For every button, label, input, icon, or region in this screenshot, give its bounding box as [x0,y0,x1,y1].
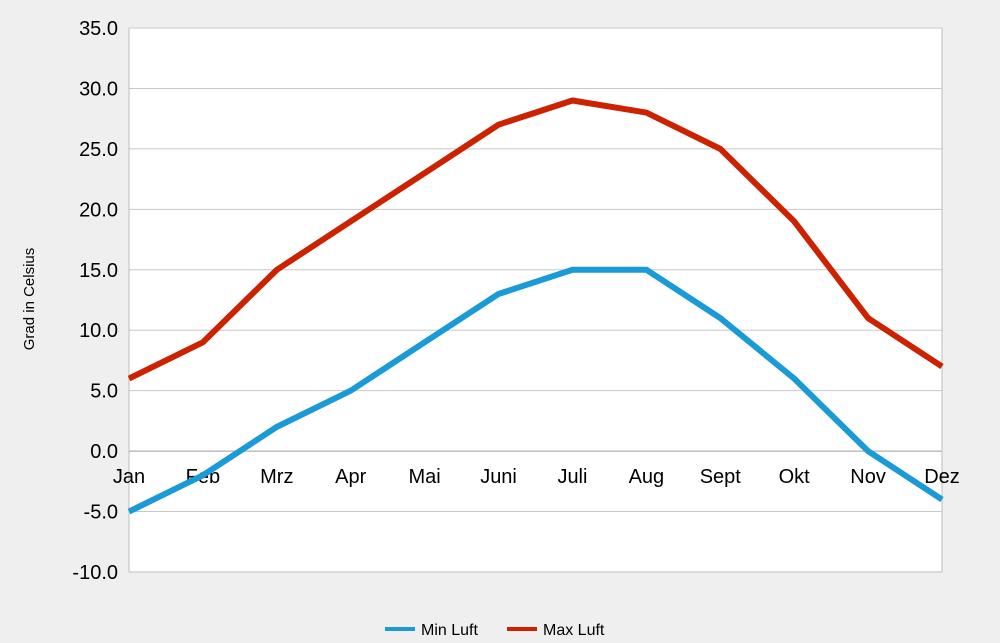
legend-item: Max Luft [507,622,605,639]
x-tick-label: Apr [335,466,366,488]
legend: Min Luft Max Luft [385,622,605,639]
y-tick-labels: 35.0 30.0 25.0 20.0 15.0 10.0 5.0 0.0 -5.0 -10.0 [72,18,118,584]
x-tick-label: Aug [629,466,665,488]
x-tick-label: Juli [557,466,587,488]
y-tick-label: 10.0 [79,320,118,342]
y-tick-label: 5.0 [90,381,118,403]
y-tick-label: 15.0 [79,260,118,282]
y-tick-label: -5.0 [84,502,118,524]
y-axis-title: Grad in Celsius [21,248,38,351]
y-tick-label: 35.0 [79,18,118,40]
series-line-0 [127,266,944,515]
x-tick-label: Nov [850,466,886,488]
x-tick-label: Juni [480,466,517,488]
y-tick-label: -10.0 [72,562,118,584]
x-tick-label: Okt [779,466,811,488]
x-tick-label: Mrz [260,466,293,488]
y-tick-label: 25.0 [79,139,118,161]
plot-area [129,28,942,572]
x-tick-label: Mai [409,466,441,488]
axes [128,28,943,573]
x-tick-label: Sept [700,466,742,488]
y-tick-label: 0.0 [90,441,118,463]
legend-item: Min Luft [385,622,478,639]
data-series [127,97,944,515]
series-line-1 [127,97,944,382]
y-tick-label: 30.0 [79,78,118,100]
x-tick-label: Dez [924,466,960,488]
legend-label: Min Luft [421,622,478,639]
x-tick-labels: Jan Feb Mrz Apr Mai Juni Juli Aug Sept Okt Nov Dez [113,466,960,488]
y-tick-label: 20.0 [79,199,118,221]
legend-label: Max Luft [543,622,605,639]
x-tick-label: Jan [113,466,145,488]
